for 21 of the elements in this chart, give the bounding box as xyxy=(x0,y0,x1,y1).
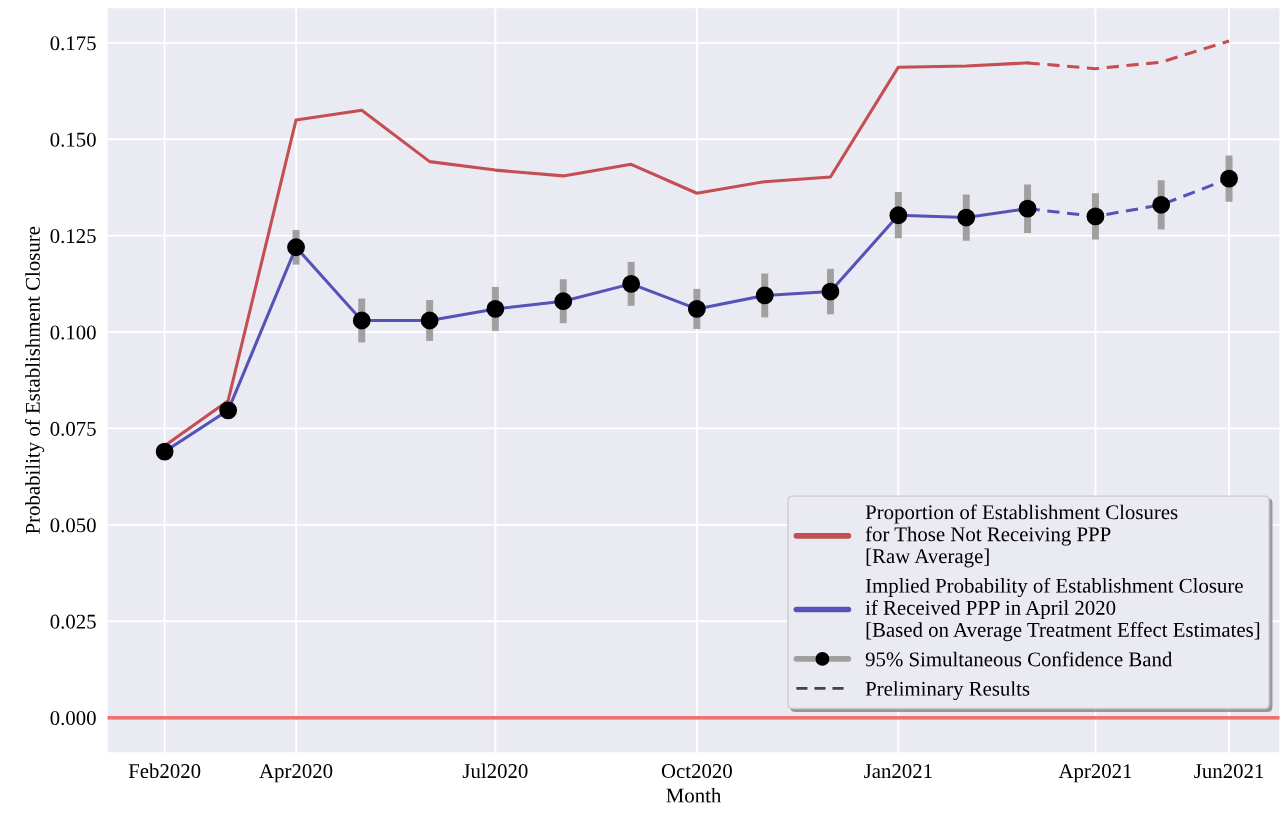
y-tick-label: 0.000 xyxy=(50,711,96,726)
x-tick-label: Jan2021 xyxy=(864,764,932,779)
y-tick-label: 0.150 xyxy=(50,132,96,147)
legend-label: 95% Simultaneous Confidence Band xyxy=(865,651,1173,667)
legend-label: Preliminary Results xyxy=(865,681,1030,701)
x-tick-label: Apr2021 xyxy=(1058,764,1132,783)
x-tick-label: Feb2020 xyxy=(128,763,201,779)
y-tick-label: 0.050 xyxy=(50,518,96,533)
y-tick-label: 0.100 xyxy=(50,325,96,340)
x-tick-label: Jun2021 xyxy=(1194,764,1264,779)
y-tick-label: 0.025 xyxy=(50,614,96,629)
y-axis-title: Probability of Establishment Closure xyxy=(24,226,45,534)
legend-label: Proportion of Establishment Closures for Those Not Receiving PPP [Raw Average] xyxy=(865,504,1178,568)
y-tick-label: 0.075 xyxy=(50,421,96,436)
x-tick-label: Jul2020 xyxy=(462,763,528,779)
y-tick-label: 0.175 xyxy=(50,36,96,51)
x-tick-label: Apr2020 xyxy=(259,764,333,783)
x-tick-label: Oct2020 xyxy=(661,764,732,779)
x-axis-title: Month xyxy=(666,787,722,803)
y-tick-label: 0.125 xyxy=(50,229,96,244)
legend-label: Implied Probability of Establishment Closure if Received PPP in April 2020 [Based on Average Treatment Effect Estimates] xyxy=(865,577,1260,642)
